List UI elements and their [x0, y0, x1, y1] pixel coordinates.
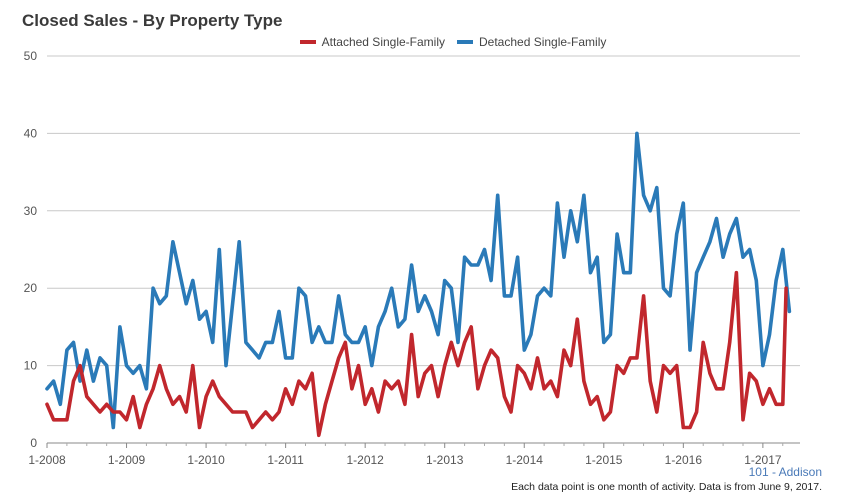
- legend-swatch-attached: [299, 40, 316, 44]
- y-tick-label: 50: [24, 49, 38, 63]
- legend-label-detached: Detached Single-Family: [479, 35, 607, 49]
- x-tick-label: 1-2008: [28, 453, 66, 467]
- x-tick-label: 1-2010: [187, 453, 225, 467]
- y-tick-label: 0: [30, 436, 37, 450]
- x-tick-label: 1-2009: [108, 453, 146, 467]
- x-tick-label: 1-2015: [585, 453, 623, 467]
- footnote: Each data point is one month of activity…: [511, 481, 822, 493]
- source-label: 101 - Addison: [748, 465, 822, 479]
- x-tick-label: 1-2012: [346, 453, 384, 467]
- x-tick-label: 1-2016: [665, 453, 703, 467]
- legend-item-attached[interactable]: Attached Single-Family: [299, 35, 445, 49]
- legend-label-attached: Attached Single-Family: [321, 35, 445, 49]
- series-line-detached: [45, 131, 792, 430]
- y-tick-label: 30: [24, 204, 38, 218]
- legend-swatch-detached: [457, 40, 473, 44]
- y-tick-label: 40: [24, 126, 38, 140]
- x-tick-label: 1-2014: [506, 453, 544, 467]
- y-tick-label: 20: [24, 281, 38, 295]
- y-tick-label: 10: [24, 359, 38, 373]
- legend-item-detached[interactable]: Detached Single-Family: [457, 35, 606, 49]
- chart-legend: Attached Single-Family Detached Single-F…: [0, 35, 846, 49]
- series-line-attached: [45, 270, 788, 438]
- x-tick-label: 1-2013: [426, 453, 464, 467]
- x-tick-label: 1-2017: [744, 453, 782, 467]
- x-tick-label: 1-2011: [267, 453, 304, 467]
- chart-title: Closed Sales - By Property Type: [22, 11, 283, 30]
